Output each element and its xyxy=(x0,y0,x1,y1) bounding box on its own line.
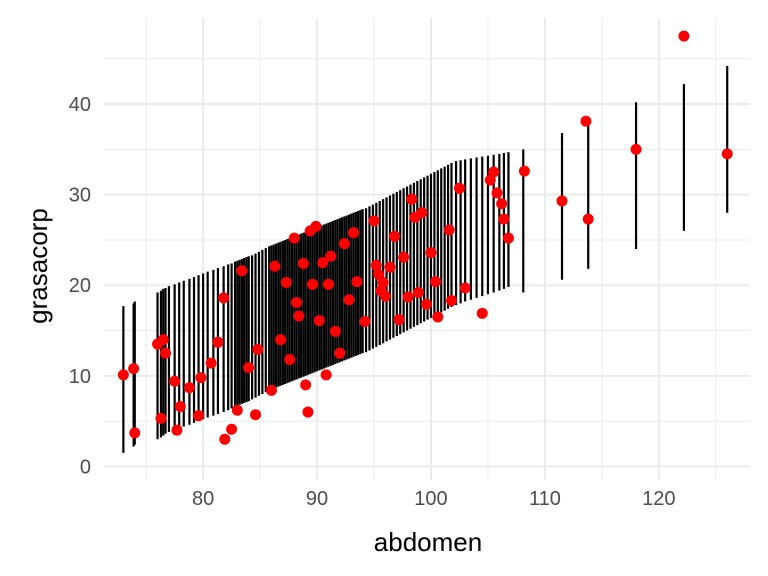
data-point xyxy=(280,277,292,289)
data-point xyxy=(425,247,437,259)
data-point xyxy=(379,290,391,302)
data-point xyxy=(155,412,167,424)
data-point xyxy=(297,257,309,269)
data-point xyxy=(445,295,457,307)
data-point xyxy=(275,334,287,346)
y-axis-ticks: 0 10 20 30 40 xyxy=(69,94,91,478)
data-point xyxy=(291,296,303,308)
y-tick-label: 20 xyxy=(69,275,91,297)
data-point xyxy=(502,232,514,244)
y-tick-label: 10 xyxy=(69,366,91,388)
data-point xyxy=(193,410,205,422)
data-point xyxy=(343,294,355,306)
data-point xyxy=(678,30,690,42)
data-point xyxy=(252,344,264,356)
data-point xyxy=(377,277,389,289)
data-point xyxy=(300,379,312,391)
data-point xyxy=(476,307,488,319)
data-point xyxy=(195,372,207,384)
data-point xyxy=(496,198,508,210)
data-point xyxy=(157,334,169,346)
data-point xyxy=(348,227,360,239)
x-tick-label: 120 xyxy=(642,488,675,510)
data-point xyxy=(171,424,183,436)
data-point xyxy=(302,406,314,418)
data-point xyxy=(306,278,318,290)
data-point xyxy=(412,286,424,298)
y-tick-label: 30 xyxy=(69,185,91,207)
data-point xyxy=(174,401,186,413)
data-point xyxy=(226,423,238,435)
data-point xyxy=(389,230,401,242)
data-point xyxy=(384,261,396,273)
data-point xyxy=(128,363,140,375)
data-point xyxy=(219,433,231,445)
data-point xyxy=(236,265,248,277)
data-point xyxy=(293,310,305,322)
data-point xyxy=(630,143,642,155)
data-point xyxy=(320,369,332,381)
data-point xyxy=(373,268,385,280)
data-point xyxy=(420,298,432,310)
data-point xyxy=(398,251,410,263)
data-point xyxy=(250,409,262,421)
data-point xyxy=(231,404,243,416)
data-point xyxy=(351,276,363,288)
data-point xyxy=(368,215,380,227)
data-point xyxy=(212,336,224,348)
x-axis-ticks: 80 90 100 110 120 xyxy=(192,488,676,510)
x-tick-label: 90 xyxy=(306,488,328,510)
y-tick-label: 0 xyxy=(80,456,91,478)
data-point xyxy=(243,362,255,374)
data-point xyxy=(205,357,217,369)
data-point xyxy=(518,165,530,177)
data-point xyxy=(288,232,300,244)
data-point xyxy=(322,278,334,290)
y-axis-title: grasacorp xyxy=(23,208,53,324)
data-point xyxy=(459,282,471,294)
data-point xyxy=(310,220,322,232)
data-point xyxy=(393,314,405,326)
x-tick-label: 110 xyxy=(529,488,561,510)
data-point xyxy=(269,260,281,272)
data-point xyxy=(491,187,503,199)
data-point xyxy=(556,195,568,207)
data-point xyxy=(265,384,277,396)
data-point xyxy=(453,182,465,194)
data-point xyxy=(329,325,341,337)
data-point xyxy=(432,311,444,323)
data-point xyxy=(580,115,592,127)
data-point xyxy=(317,257,329,269)
data-point xyxy=(443,224,455,236)
data-point xyxy=(160,347,172,359)
data-point xyxy=(582,213,594,225)
x-axis-title: abdomen xyxy=(374,527,482,557)
data-point xyxy=(402,291,414,303)
data-point xyxy=(488,166,500,178)
data-point xyxy=(169,375,181,387)
data-point xyxy=(370,259,382,271)
data-point xyxy=(183,382,195,394)
data-point xyxy=(416,207,428,219)
data-point xyxy=(338,238,350,250)
data-point xyxy=(359,315,371,327)
point-series xyxy=(117,30,733,445)
data-point xyxy=(406,193,418,205)
x-tick-label: 80 xyxy=(192,488,214,510)
interval-series xyxy=(122,66,729,453)
data-point xyxy=(129,427,141,439)
data-point xyxy=(313,315,325,327)
data-point xyxy=(334,347,346,359)
data-point xyxy=(325,250,337,262)
data-point xyxy=(498,213,510,225)
data-point xyxy=(218,292,230,304)
y-tick-label: 40 xyxy=(69,94,91,116)
data-point xyxy=(721,148,733,160)
data-point xyxy=(430,276,442,288)
data-point xyxy=(284,354,296,366)
data-point xyxy=(117,369,129,381)
x-tick-label: 100 xyxy=(414,488,447,510)
